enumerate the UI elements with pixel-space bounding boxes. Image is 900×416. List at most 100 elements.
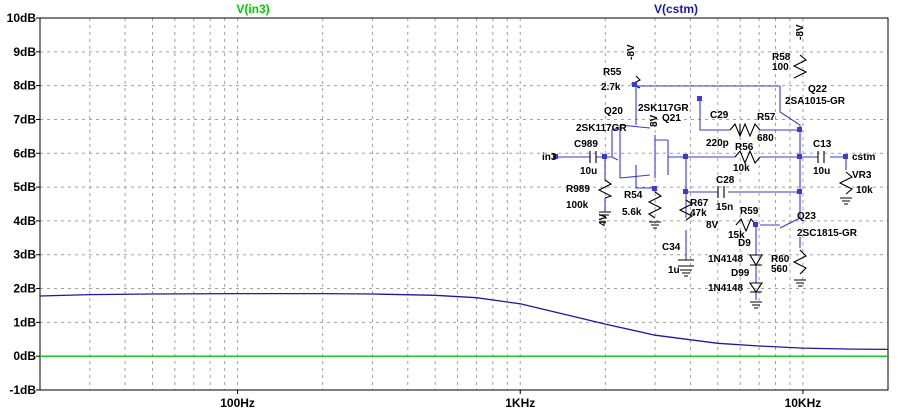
r55-supply: -8V (626, 44, 637, 60)
d99-label: D99 (731, 268, 750, 279)
legend-entry: V(in3) (236, 2, 269, 16)
r57-label: R57 (757, 112, 776, 123)
q21-supply: 8V (649, 114, 660, 127)
c13-value: 10u (813, 166, 830, 177)
c34-label: C34 (662, 242, 681, 253)
capacitor-c34 (678, 259, 694, 267)
c989-value: 10u (580, 166, 597, 177)
vr3-label: VR3 (852, 170, 872, 181)
resistor-r67 (678, 199, 694, 221)
r989-value: 100k (566, 200, 589, 211)
r54-label: R54 (624, 190, 643, 201)
legend-entry: V(cstm) (654, 2, 698, 16)
junction-dot (753, 222, 758, 227)
y-tick-label: 10dB (7, 11, 37, 25)
junction-dot (632, 82, 637, 87)
grid (39, 17, 889, 391)
d9-part: 1N4148 (708, 254, 743, 265)
resistor-r54 (647, 191, 663, 219)
q22-label: Q22 (808, 84, 827, 95)
r55-label: R55 (603, 67, 622, 78)
q20-part: 2SK117GR (576, 123, 627, 134)
ground-symbol (680, 269, 692, 277)
input-port: in3 (542, 152, 557, 163)
y-tick-label: 0dB (13, 349, 36, 363)
r56-value: 10k (733, 163, 750, 174)
resistor-r58 (792, 54, 808, 79)
capacitor-c28 (717, 186, 725, 198)
junction-dot (843, 154, 848, 159)
r58-value: 100 (772, 62, 789, 73)
series-line-2 (39, 292, 889, 351)
c29-label: C29 (710, 110, 729, 121)
r67-value: 47k (690, 208, 707, 219)
y-tick-label: 1dB (13, 315, 36, 329)
y-tick-label: 8dB (13, 79, 36, 93)
y-tick-label: 3dB (13, 248, 36, 262)
y-tick-label: -1dB (9, 383, 36, 397)
y-tick-label: 9dB (13, 45, 36, 59)
r67-label: R67 (690, 198, 709, 209)
junction-dot (602, 154, 607, 159)
trace-legend: V(in3) V(cstm) (236, 2, 698, 16)
capacitor-c13 (817, 151, 825, 163)
r55-value: 2.7k (601, 82, 621, 93)
r59-value: 15k (728, 230, 745, 241)
ground-symbol (649, 221, 661, 229)
q20-label: Q20 (604, 106, 623, 117)
junction-dot (697, 96, 702, 101)
junction-dot (797, 154, 802, 159)
d99-part: 1N4148 (708, 283, 743, 294)
junction-dot (683, 154, 688, 159)
diode-d99 (748, 282, 764, 293)
r56-label: R56 (735, 142, 754, 153)
wire (635, 85, 801, 157)
y-axis: 10dB 9dB 8dB 7dB 6dB 5dB 4dB 3dB 2dB 1dB 0dB -1dB (7, 11, 40, 397)
ground-symbol (794, 279, 806, 287)
y-tick-label: 5dB (13, 180, 36, 194)
q21-label: Q21 (662, 113, 681, 124)
r58-label: R58 (772, 52, 791, 63)
vr3-value: 10k (856, 185, 873, 196)
output-port: cstm (852, 152, 875, 163)
r54-value: 5.6k (622, 207, 642, 218)
resistor-r59 (735, 217, 757, 233)
r989-label: R989 (566, 184, 590, 195)
y-tick-label: 4dB (13, 214, 36, 228)
x-axis: 100Hz 1KHz 10KHz (220, 390, 821, 410)
r60-value: 560 (771, 264, 788, 275)
y-tick-label: 6dB (13, 146, 36, 160)
r989-supply: 4V (598, 213, 609, 226)
c13-label: C13 (813, 139, 832, 150)
series-lines (39, 292, 889, 357)
capacitor-c989 (589, 151, 597, 163)
r57-value: 680 (757, 133, 774, 144)
r59-supply: 8V (706, 220, 719, 231)
junction-dot (553, 154, 558, 159)
q22-part: 2SA1015-GR (785, 96, 846, 107)
q21-part: 2SK117GR (638, 103, 689, 114)
c29-value: 220p (706, 138, 729, 149)
resistor-r989 (597, 179, 613, 199)
diode-d9 (749, 254, 763, 267)
junction-dot (797, 127, 802, 132)
c989-label: C989 (574, 139, 598, 150)
c34-value: 1u (668, 265, 680, 276)
r60-label: R60 (771, 254, 790, 265)
resistor-r57 (729, 122, 761, 138)
c28-value: 15n (716, 202, 733, 213)
d9-label: D9 (738, 238, 751, 249)
schematic-overlay: R55 2.7k -8V R58 100 -8V Q22 2SA1015-GR … (542, 24, 875, 309)
resistor-r60 (792, 249, 807, 275)
x-tick-label: 10KHz (785, 396, 822, 410)
resistor-r56 (734, 149, 761, 165)
ground-symbol (599, 211, 611, 219)
plot-frame (39, 17, 889, 391)
r58-supply: -8V (795, 24, 806, 40)
y-tick-label: 7dB (13, 112, 36, 126)
ground-symbol (840, 197, 852, 205)
junction-dot (683, 189, 688, 194)
ground-symbol (750, 301, 762, 309)
